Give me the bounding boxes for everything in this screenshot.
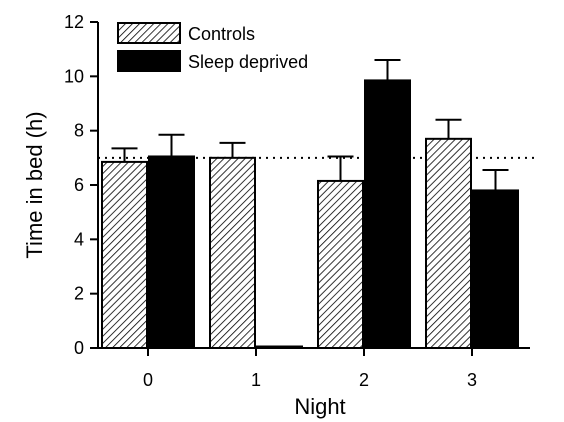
y-tick-label: 0 (74, 338, 84, 358)
bar-sleep-deprived (472, 189, 519, 349)
bar-controls (209, 156, 256, 349)
bar-controls (317, 179, 364, 349)
y-tick-label: 6 (74, 175, 84, 195)
legend-label-controls: Controls (188, 24, 255, 44)
bar-controls (425, 137, 472, 349)
bar-controls (101, 160, 148, 349)
x-ticks: 0 1 2 3 (143, 348, 477, 390)
y-tick-label: 4 (74, 229, 84, 249)
x-tick-label: 0 (143, 370, 153, 390)
y-tick-label: 8 (74, 121, 84, 141)
y-tick-label: 12 (64, 12, 84, 32)
legend: Controls Sleep deprived (117, 22, 308, 72)
legend-swatch-controls (117, 22, 181, 44)
y-tick-label: 10 (64, 66, 84, 86)
legend-swatch-sleep-deprived (117, 50, 181, 72)
legend-label-sleep-deprived: Sleep deprived (188, 52, 308, 72)
x-tick-label: 2 (359, 370, 369, 390)
x-axis-title: Night (294, 394, 345, 419)
x-tick-label: 3 (467, 370, 477, 390)
y-axis-title: Time in bed (h) (22, 111, 47, 258)
x-tick-label: 1 (251, 370, 261, 390)
bars-layer (101, 59, 519, 350)
y-tick-label: 2 (74, 284, 84, 304)
bar-sleep-deprived (148, 155, 195, 349)
y-ticks: 0 2 4 6 8 10 12 (64, 12, 98, 358)
bar-sleep-deprived (364, 79, 411, 350)
